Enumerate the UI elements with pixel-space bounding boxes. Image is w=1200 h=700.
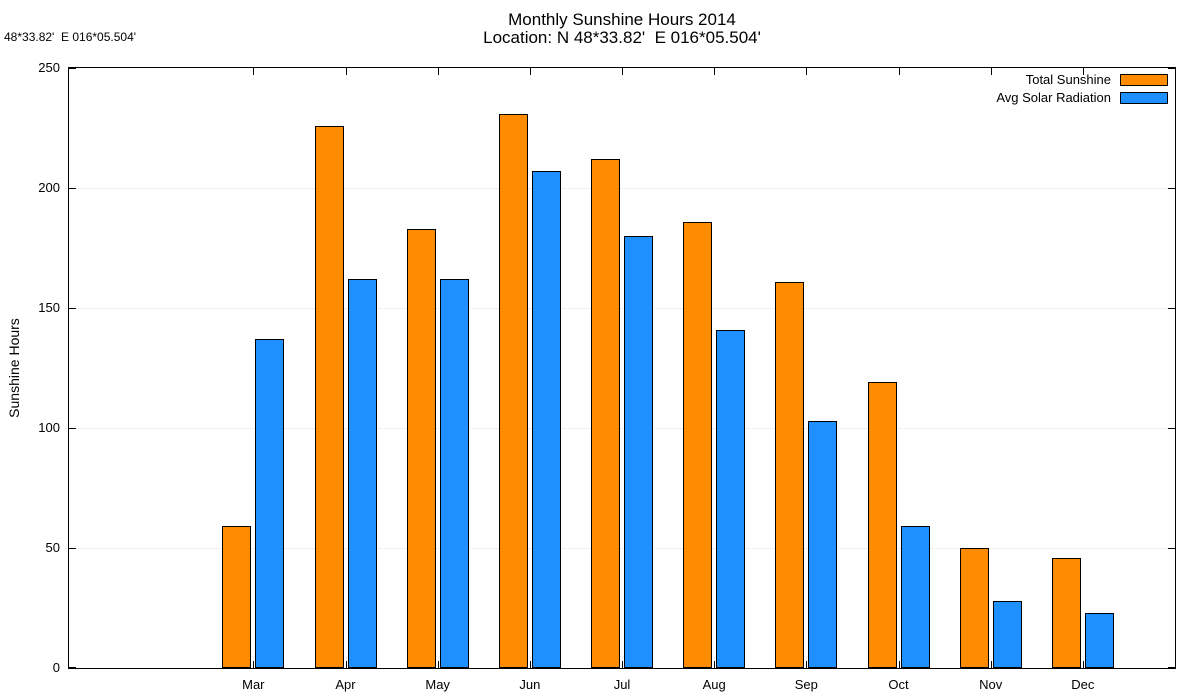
bar-may-total-sunshine (406, 229, 436, 668)
y-tick-left-150 (69, 308, 76, 309)
x-tick-top-Oct (898, 68, 900, 75)
plot-area: Total Sunshine Avg Solar Radiation (68, 67, 1176, 669)
legend-label-avg-solar-radiation: Avg Solar Radiation (996, 90, 1111, 105)
bar-sep-avg-solar-radiation (808, 421, 838, 668)
bar-apr-avg-solar-radiation (347, 279, 377, 668)
y-tick-label-200: 200 (38, 180, 60, 195)
x-tick-label-Mar: Mar (242, 677, 265, 692)
bar-may-avg-solar-radiation (439, 279, 469, 668)
x-tick-top-Dec (1082, 68, 1084, 75)
x-tick-bottom-May (437, 661, 439, 668)
y-tick-left-250 (69, 68, 76, 69)
x-tick-bottom-Dec (1082, 661, 1084, 668)
x-tick-label-May: May (425, 677, 450, 692)
y-axis-label: Sunshine Hours (6, 318, 22, 418)
x-tick-label-Jul: Jul (613, 677, 631, 692)
y-tick-label-0: 0 (52, 660, 60, 675)
x-tick-label-Apr: Apr (335, 677, 356, 692)
x-tick-bottom-Aug (714, 661, 716, 668)
y-tick-label-250: 250 (38, 60, 60, 75)
bar-dec-avg-solar-radiation (1084, 613, 1114, 668)
x-tick-top-Aug (714, 68, 716, 75)
bar-nov-total-sunshine (959, 548, 989, 668)
x-tick-bottom-Sep (806, 661, 808, 668)
legend-entry-avg-solar-radiation: Avg Solar Radiation (996, 91, 1168, 105)
chart-title: Monthly Sunshine Hours 2014 (508, 10, 736, 29)
x-tick-top-Nov (990, 68, 992, 75)
gridline-150 (69, 308, 1175, 309)
location-note: 48*33.82' E 016*05.504' (4, 30, 137, 44)
x-tick-bottom-Apr (345, 661, 347, 668)
bar-jun-avg-solar-radiation (531, 171, 561, 668)
x-tick-top-Sep (806, 68, 808, 75)
x-tick-bottom-Mar (253, 661, 255, 668)
y-tick-left-0 (69, 667, 76, 668)
bar-sep-total-sunshine (775, 282, 805, 668)
x-tick-bottom-Nov (990, 661, 992, 668)
y-tick-left-200 (69, 188, 76, 189)
legend-label-total-sunshine: Total Sunshine (1025, 72, 1111, 87)
x-tick-label-Aug: Aug (702, 677, 726, 692)
bar-dec-total-sunshine (1051, 558, 1081, 668)
bar-jul-avg-solar-radiation (624, 236, 653, 668)
x-tick-bottom-Jul (622, 661, 623, 668)
y-tick-right-150 (1168, 308, 1175, 309)
bar-apr-total-sunshine (314, 126, 344, 668)
y-tick-label-100: 100 (38, 420, 60, 435)
x-tick-label-Nov: Nov (979, 677, 1003, 692)
y-tick-label-50: 50 (45, 540, 60, 555)
gridline-50 (69, 548, 1175, 549)
x-tick-top-Mar (253, 68, 255, 75)
y-tick-right-0 (1168, 667, 1175, 668)
legend: Total Sunshine Avg Solar Radiation (996, 73, 1168, 105)
x-tick-label-Sep: Sep (794, 677, 818, 692)
x-tick-bottom-Oct (898, 661, 900, 668)
gridline-200 (69, 188, 1175, 189)
bar-oct-avg-solar-radiation (900, 526, 930, 668)
x-tick-bottom-Jun (529, 661, 531, 668)
x-tick-label-Oct: Oct (888, 677, 909, 692)
y-tick-right-50 (1168, 548, 1175, 549)
x-tick-label-Dec: Dec (1071, 677, 1095, 692)
chart-subtitle: Location: N 48*33.82' E 016*05.504' (483, 28, 761, 47)
y-tick-right-250 (1168, 68, 1175, 69)
y-tick-right-200 (1168, 188, 1175, 189)
bar-oct-total-sunshine (867, 382, 897, 668)
x-tick-top-May (437, 68, 439, 75)
bar-nov-avg-solar-radiation (992, 601, 1022, 668)
legend-swatch-avg-solar-radiation (1120, 92, 1168, 104)
x-tick-top-Jun (529, 68, 531, 75)
bar-mar-avg-solar-radiation (255, 339, 285, 668)
x-tick-top-Apr (345, 68, 347, 75)
bar-aug-total-sunshine (683, 222, 713, 668)
x-tick-label-Jun: Jun (519, 677, 541, 692)
bar-jul-total-sunshine (591, 159, 620, 668)
legend-entry-total-sunshine: Total Sunshine (1026, 73, 1168, 87)
gridline-100 (69, 428, 1175, 429)
bar-mar-total-sunshine (222, 526, 252, 668)
y-tick-label-150: 150 (38, 300, 60, 315)
bar-aug-avg-solar-radiation (716, 330, 746, 668)
y-tick-right-100 (1168, 428, 1175, 429)
legend-swatch-total-sunshine (1120, 74, 1168, 86)
y-tick-left-50 (69, 548, 76, 549)
y-tick-left-100 (69, 428, 76, 429)
x-tick-top-Jul (622, 68, 623, 75)
bar-jun-total-sunshine (498, 114, 528, 668)
